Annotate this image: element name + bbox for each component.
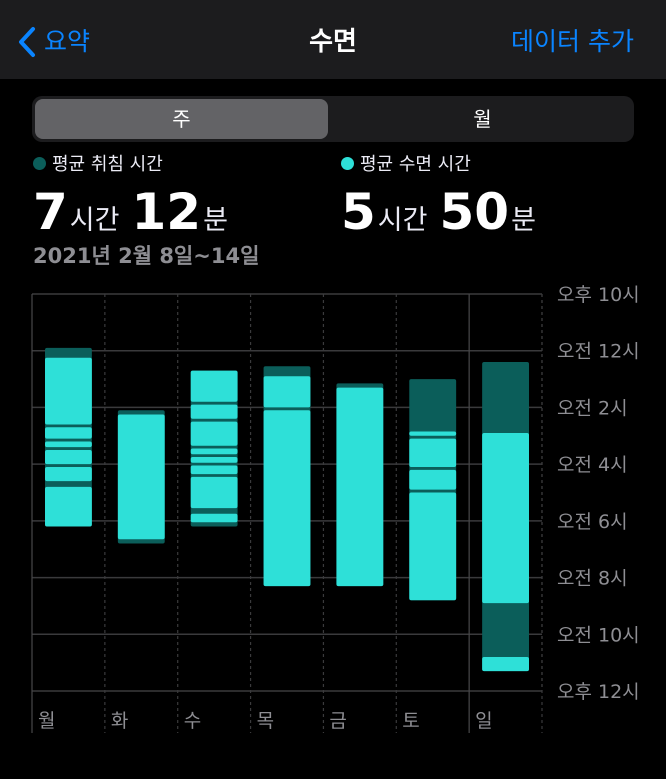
- asleep-bar: [45, 486, 92, 527]
- asleep-bar: [45, 357, 92, 425]
- x-day-label: 월: [38, 710, 55, 732]
- asleep-bar: [190, 448, 238, 455]
- y-tick-label: 오전 8시: [557, 568, 628, 590]
- sleep-hours: 5: [341, 183, 376, 241]
- chevron-left-icon: [18, 26, 36, 58]
- asleep-bar: [482, 656, 529, 672]
- date-range: 2021년 2월 8일~14일: [33, 244, 260, 268]
- segment-month[interactable]: 월: [473, 107, 492, 131]
- x-day-label: 화: [111, 710, 128, 732]
- asleep-bar: [190, 421, 238, 446]
- page-title: 수면: [309, 27, 357, 57]
- asleep-bar: [190, 476, 238, 509]
- bedtime-hours-unit: 시간: [69, 205, 120, 236]
- x-day-label: 금: [329, 710, 346, 732]
- asleep-bar: [190, 513, 238, 523]
- asleep-bar: [45, 427, 92, 439]
- asleep-bar: [482, 432, 529, 604]
- asleep-bar: [190, 457, 238, 463]
- asleep-bar: [45, 449, 92, 465]
- sleep-minutes: 50: [439, 183, 510, 241]
- average-bedtime: 평균 취침 시간 7시간 12분: [33, 148, 240, 250]
- asleep-bar: [117, 414, 165, 540]
- add-data-button[interactable]: 데이터 추가: [511, 27, 634, 56]
- segment-week[interactable]: 주: [35, 99, 328, 139]
- bedtime-minutes: 12: [131, 183, 202, 241]
- y-tick-label: 오전 6시: [557, 511, 628, 533]
- back-label: 요약: [44, 27, 91, 56]
- asleep-legend-dot: [341, 156, 354, 170]
- in-bed-legend-dot: [33, 156, 46, 170]
- y-tick-label: 오전 4시: [557, 454, 628, 476]
- sleep-minutes-unit: 분: [511, 205, 536, 236]
- x-day-label: 일: [475, 710, 492, 732]
- bedtime-hours: 7: [33, 183, 68, 241]
- asleep-bar: [45, 466, 92, 482]
- navigation-bar: 요약 수면 데이터 추가: [0, 0, 666, 79]
- asleep-bar: [409, 438, 457, 467]
- asleep-bar: [45, 441, 92, 448]
- y-tick-label: 오전 2시: [557, 397, 628, 419]
- asleep-bar: [190, 370, 238, 402]
- y-tick-label: 오전 10시: [557, 624, 640, 646]
- bedtime-minutes-unit: 분: [203, 205, 228, 236]
- x-day-label: 수: [184, 710, 201, 732]
- sleep-hours-unit: 시간: [377, 205, 428, 236]
- asleep-bar: [336, 387, 384, 587]
- asleep-bar: [263, 376, 311, 408]
- x-day-label: 토: [402, 710, 419, 732]
- back-button[interactable]: 요약: [18, 24, 90, 60]
- asleep-bar: [190, 465, 238, 475]
- x-day-label: 목: [257, 710, 274, 732]
- period-segmented-control: 주 월: [32, 96, 634, 142]
- average-sleep-label: 평균 수면 시간: [360, 154, 471, 175]
- asleep-bar: [409, 431, 457, 436]
- asleep-bar: [190, 404, 238, 419]
- y-tick-label: 오후 10시: [557, 284, 640, 306]
- average-bedtime-label: 평균 취침 시간: [52, 154, 163, 175]
- asleep-bar: [409, 492, 457, 601]
- asleep-bar: [409, 469, 457, 490]
- asleep-bar: [263, 410, 311, 587]
- average-sleep-time: 평균 수면 시간 5시간 50분: [341, 148, 548, 250]
- y-tick-label: 오후 12시: [557, 681, 640, 703]
- y-tick-label: 오전 12시: [557, 341, 640, 363]
